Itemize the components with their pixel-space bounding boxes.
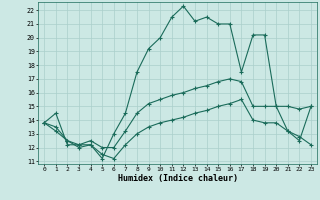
X-axis label: Humidex (Indice chaleur): Humidex (Indice chaleur) xyxy=(118,174,238,183)
